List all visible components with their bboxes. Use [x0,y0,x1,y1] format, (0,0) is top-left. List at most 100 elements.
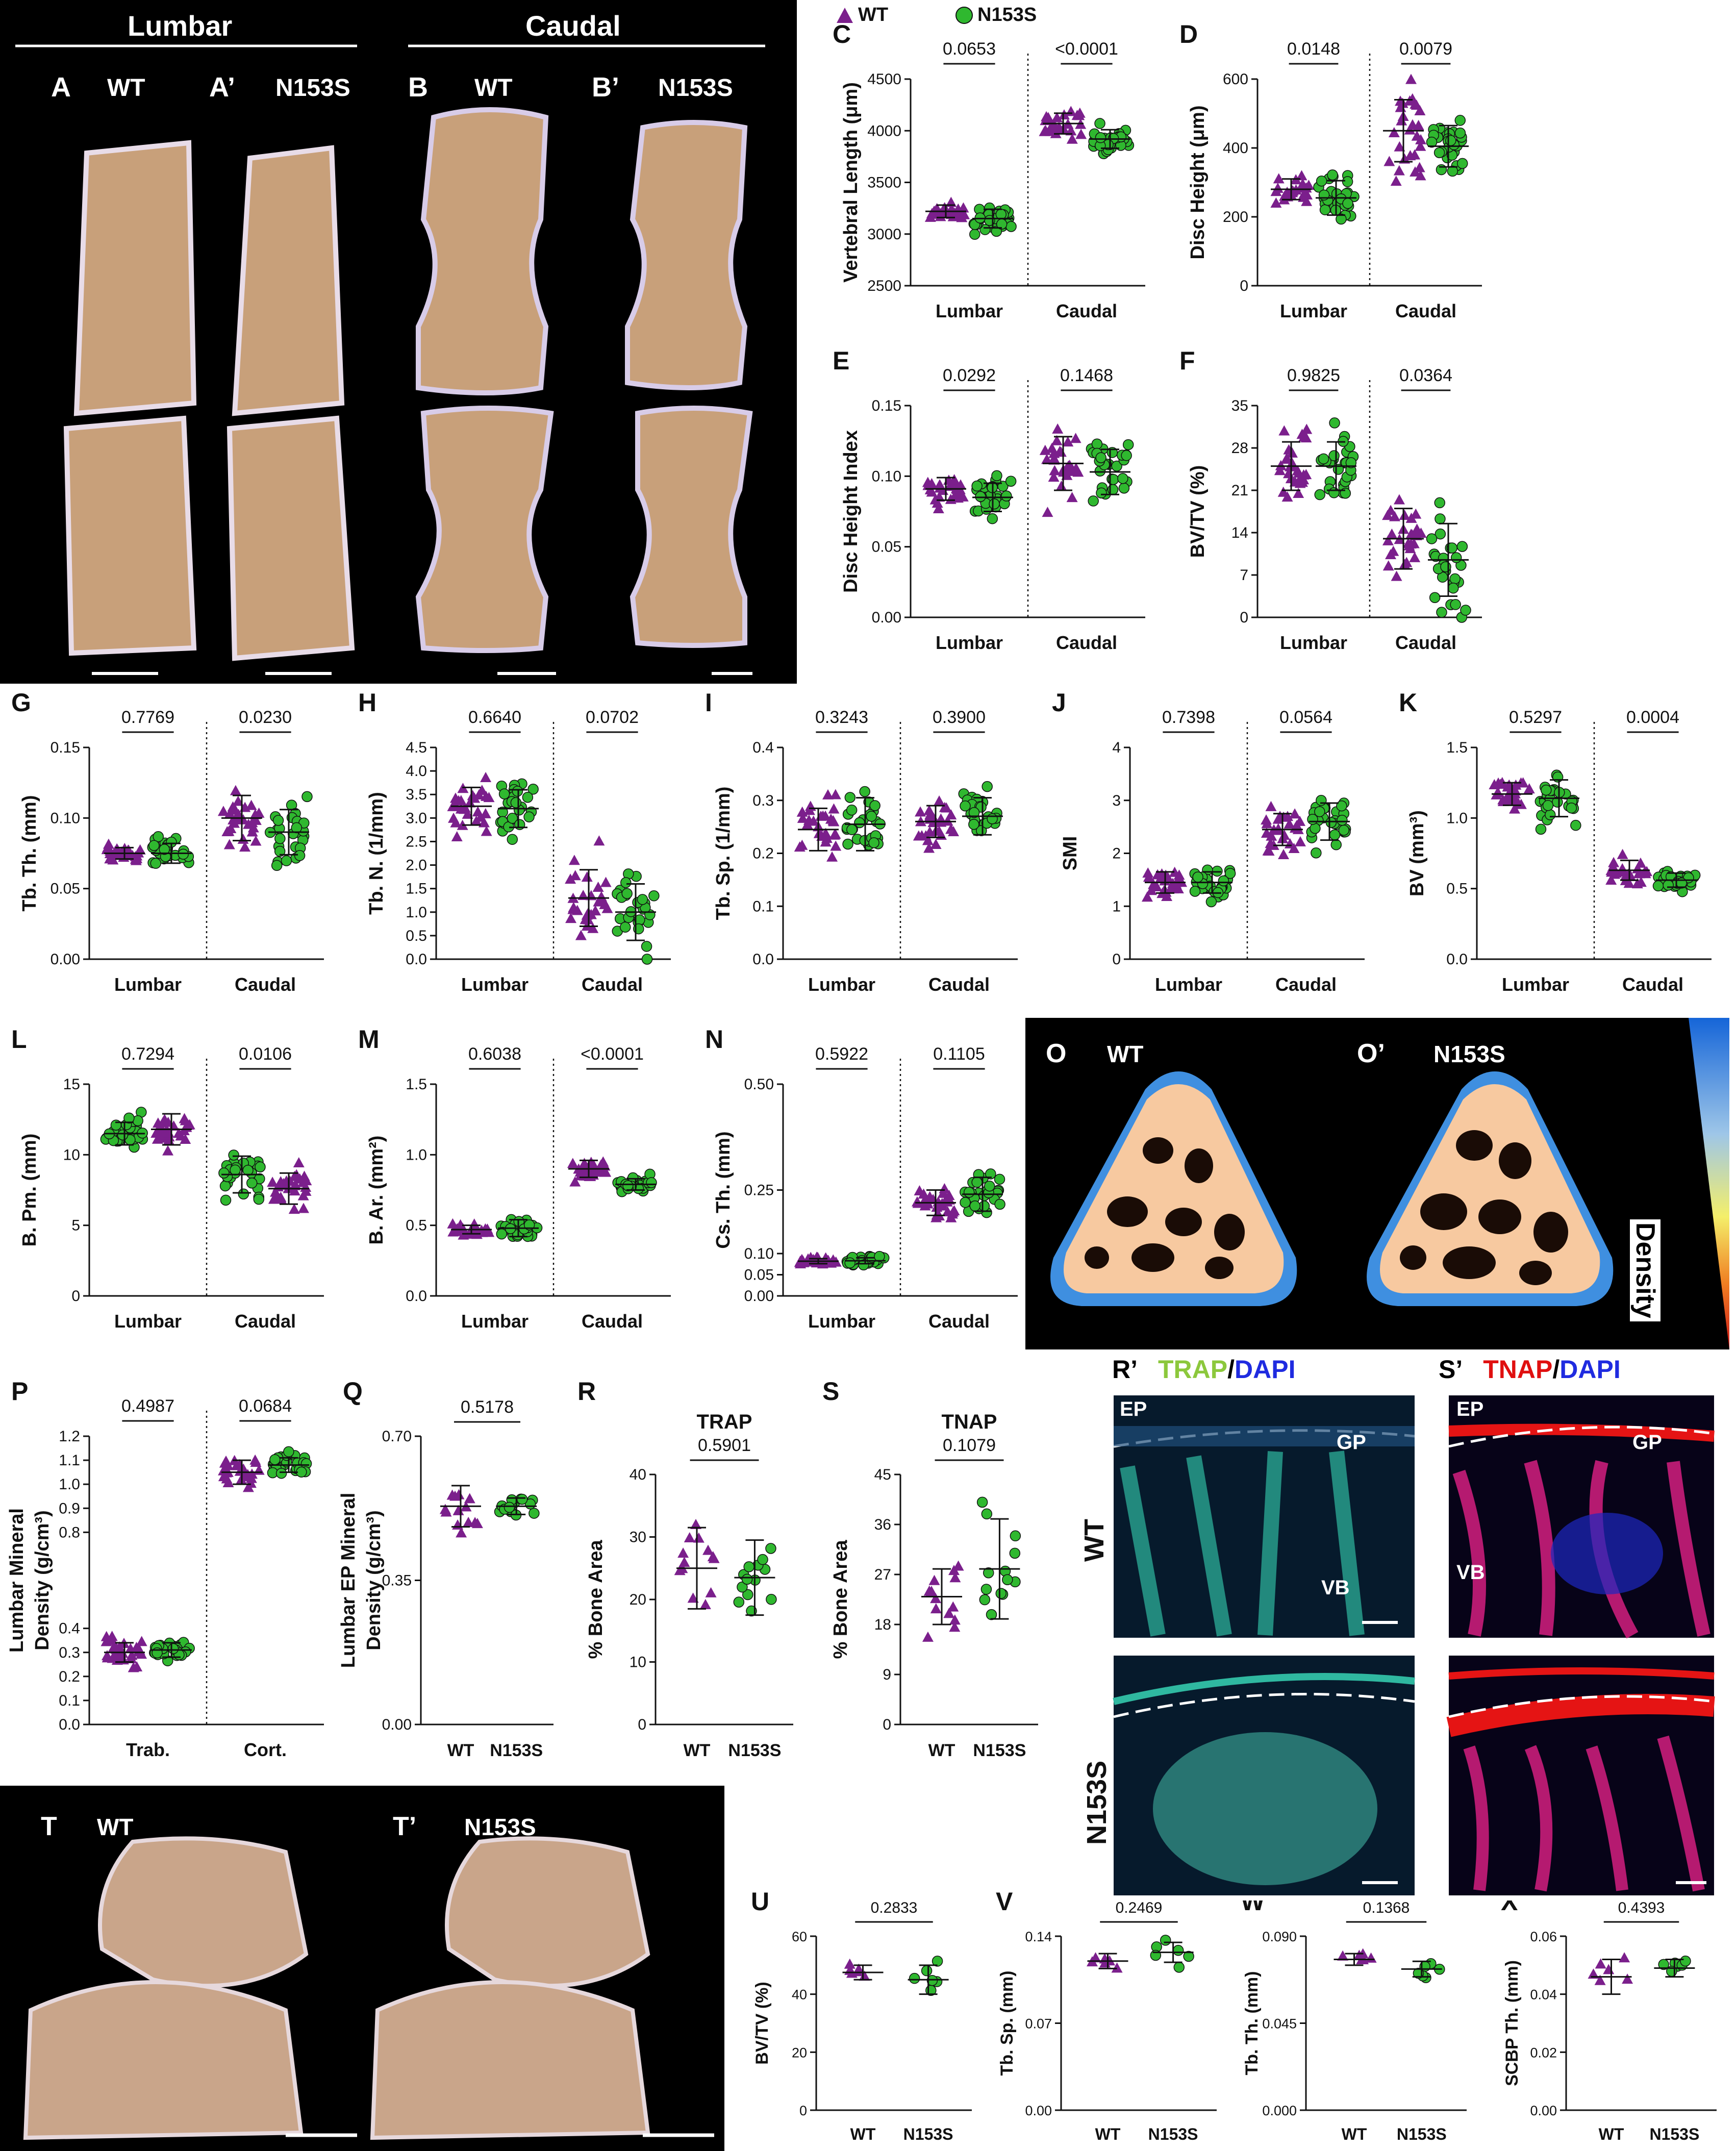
microct-top-figure [15,44,765,675]
data-point [931,1209,943,1220]
panel-f-svg: F 0 7 14 21 28 35 BV/TV (%) Lumbar 0.9825 Caudal 0.… [1179,347,1482,653]
series-n153s-lumbar [147,831,194,869]
p-value: 0.1079 [943,1436,996,1455]
data-point [933,503,944,513]
series-wt-caudal [913,795,960,853]
data-point [1411,530,1422,540]
series-n153s [908,1956,949,1996]
legend-n153s-marker [955,7,973,24]
data-point [949,1614,961,1625]
y-tick-label: 0.2 [752,845,774,862]
data-point [136,1636,147,1646]
panel-w: W 0.000 0.045 0.090 Tb. Th. (mm) 0.1368 WT N153… [1229,1888,1479,2151]
data-point [463,1516,474,1527]
data-point [178,848,189,860]
histo-r-trap: TRAP [1158,1355,1228,1384]
data-point [472,806,484,817]
data-point [941,802,952,813]
x-group-label: Caudal [1395,301,1456,321]
data-point [979,224,991,235]
y-tick-label: 40 [792,1987,807,2003]
data-point [1266,830,1277,841]
data-point [272,815,284,826]
data-point [803,805,815,815]
series-n153s-lumbar [495,1214,543,1242]
data-point [1091,438,1103,450]
series-n153s-lumbar [841,786,886,852]
y-tick-label: 1.0 [406,904,427,921]
data-point [1071,110,1083,120]
data-point [859,1970,870,1981]
data-point [225,823,237,834]
trap-n153s-image [1113,1656,1415,1895]
series-n153s-lumbar [841,1250,890,1271]
data-point [1447,165,1458,177]
x-group-label: Caudal [928,1311,990,1332]
data-point [941,1193,952,1204]
series-n153s-lumbar [100,1107,148,1153]
data-point [1436,607,1447,618]
series-wt-lumbar [1489,777,1535,814]
data-point [1165,883,1176,893]
y-tick-label: 3 [1112,792,1121,809]
vertebra-caudal-wt [415,107,554,653]
data-point [1265,801,1277,811]
panel-letter: Q [343,1378,363,1406]
data-point [1094,118,1105,129]
panel-x: X 0.00 0.02 0.04 0.06 SCBP Th. (mm) 0.4393 WT N1… [1490,1888,1729,2151]
y-tick-label: 1.1 [59,1452,80,1469]
bottom-t-letter: T [41,1812,57,1841]
data-point [471,1518,483,1529]
series-wt-lumbar [447,771,495,842]
data-point [825,1257,837,1268]
data-point [1329,417,1340,429]
x-group-label: N153S [1148,2125,1198,2143]
y-axis-label: SMI [1060,836,1081,871]
data-point [979,1594,991,1606]
y-tick-label: 1.2 [59,1428,80,1445]
data-point [991,470,1002,482]
series-wt-caudal [1039,423,1084,517]
data-point [1048,471,1060,482]
density-figure [1050,1018,1729,1349]
x-group-label: Caudal [582,974,643,995]
panel-letter: E [833,347,849,375]
data-point [808,815,819,826]
vertebra-caudal-n153s [625,120,753,648]
series-n153s-lumbar [1313,169,1360,225]
data-point [1160,1935,1171,1946]
data-point [1608,857,1620,867]
y-axis-label: B. Pm. (mm) [19,1134,40,1247]
data-point [989,498,1000,510]
p-value: 0.3900 [933,708,986,727]
header-lumbar: Lumbar [128,10,233,42]
panel-s: S TNAP 0 9 18 27 36 45 % Bone Area 0.1079 WT N153S [811,1378,1051,1786]
data-point [820,836,832,847]
x-group-label: N153S [728,1741,781,1760]
data-point [1680,1955,1691,1967]
data-point [223,839,235,849]
panel-p: P 0.0 0.1 0.2 0.3 0.4 0.8 0.9 1.0 1.1 1.2 Lumbar Mi… [0,1378,337,1786]
x-group-label: Lumbar [461,974,529,995]
y-tick-label: 0.9 [59,1500,80,1517]
y-tick-label: 2.5 [406,833,427,850]
data-point [298,1203,310,1213]
data-point [960,800,971,812]
data-point [230,1164,241,1175]
data-point [1389,511,1400,521]
data-point [921,1965,933,1977]
data-point [498,788,510,799]
y-tick-label: 0.06 [1530,1929,1557,1944]
x-group-label: Caudal [1622,974,1683,995]
data-point [1391,570,1402,581]
y-tick-label: 40 [630,1466,646,1483]
data-point [1310,822,1321,834]
data-point [301,791,313,803]
series-n153s [494,1493,540,1521]
y-tick-label: 0.10 [872,468,901,485]
label-b-genotype: WT [474,74,513,102]
data-point [1050,128,1062,138]
data-point [930,1593,942,1604]
data-point [1393,165,1405,176]
y-tick-label: 3.5 [406,786,427,803]
